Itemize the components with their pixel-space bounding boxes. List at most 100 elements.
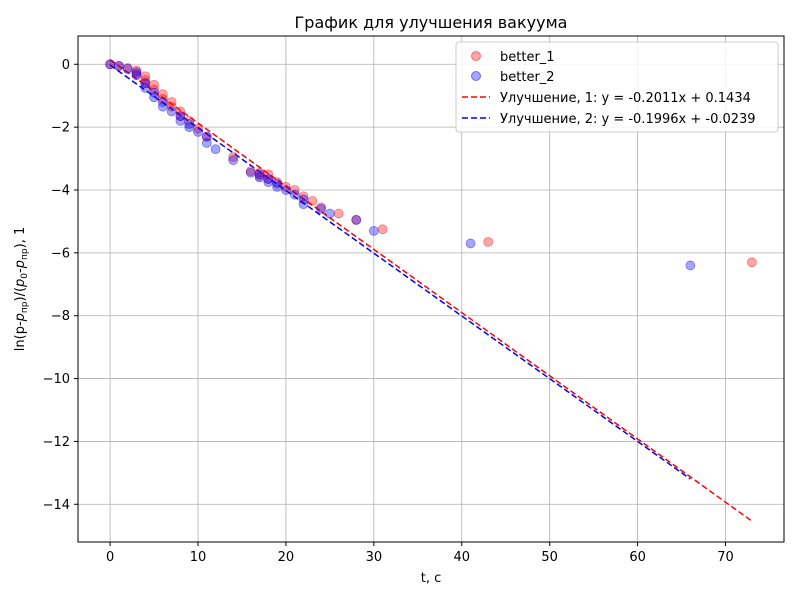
legend-label-better-1: better_1: [500, 50, 555, 65]
legend-label-fit-1: Улучшение, 1: y = -0.2011x + 0.1434: [500, 91, 751, 106]
x-axis-ticks: 0 10 20 30 40 50 60 70: [106, 542, 734, 565]
point-better-2: [193, 126, 203, 137]
point-better-1: [166, 101, 177, 112]
fit-line-1: [109, 59, 753, 522]
point-better-2: [166, 106, 177, 117]
point-better-2: [228, 155, 239, 166]
y-tick-label: −10: [43, 372, 70, 387]
point-better-2: [140, 78, 151, 89]
point-better-2: [324, 208, 335, 219]
x-tick-label: 70: [717, 550, 734, 565]
point-better-1: [113, 60, 124, 71]
chart-title: График для улучшения вакуума: [295, 13, 568, 32]
point-better-2: [272, 181, 283, 192]
point-better-1: [131, 65, 142, 76]
point-better-2: [263, 174, 274, 184]
point-better-1: [281, 181, 291, 192]
point-better-1: [201, 131, 212, 142]
point-better-1: [149, 79, 159, 90]
point-better-1: [157, 93, 168, 104]
point-better-2: [122, 64, 133, 74]
point-better-2: [368, 225, 379, 236]
point-better-1: [483, 236, 494, 247]
x-tick-label: 60: [629, 550, 646, 565]
point-better-1: [175, 106, 186, 117]
point-better-2: [175, 111, 186, 122]
point-better-2: [289, 189, 300, 200]
point-better-1: [333, 208, 344, 219]
point-better-2: [465, 238, 476, 249]
point-better-2: [140, 82, 151, 93]
point-better-2: [113, 60, 124, 71]
point-better-1: [254, 167, 265, 178]
fit-lines: [109, 59, 753, 522]
legend-label-better-2: better_2: [500, 70, 555, 85]
point-better-2: [201, 137, 212, 148]
y-tick-label: −2: [51, 121, 70, 136]
point-better-1: [140, 75, 151, 85]
point-better-2: [157, 97, 168, 107]
legend: better_1 better_2 Улучшение, 1: y = -0.2…: [455, 41, 779, 133]
point-better-1: [377, 224, 388, 235]
y-tick-label: −4: [51, 184, 70, 199]
point-better-1: [254, 170, 265, 181]
point-better-2: [298, 194, 309, 205]
point-better-1: [307, 196, 318, 206]
point-better-1: [263, 174, 274, 184]
fit-line-2: [109, 64, 691, 480]
y-tick-label: −14: [43, 498, 70, 513]
point-better-1: [351, 214, 362, 225]
point-better-2: [685, 260, 696, 271]
point-better-1: [316, 202, 326, 213]
y-tick-label: −6: [51, 246, 70, 261]
point-better-2: [316, 203, 326, 214]
point-better-2: [298, 199, 309, 210]
legend-box: [455, 41, 779, 133]
point-better-2: [201, 131, 212, 142]
point-better-1: [122, 63, 133, 73]
point-better-2: [254, 169, 265, 180]
x-axis-label: t, с: [421, 571, 442, 586]
point-better-2: [351, 214, 362, 225]
point-better-1: [157, 89, 168, 100]
point-better-2: [281, 185, 291, 195]
point-better-2: [263, 177, 274, 188]
point-better-2: [272, 178, 283, 189]
point-better-2: [149, 87, 159, 98]
x-tick-label: 30: [366, 550, 383, 565]
point-better-1: [228, 152, 239, 162]
point-better-2: [210, 144, 221, 155]
point-better-2: [131, 67, 142, 78]
point-better-2: [131, 70, 142, 81]
point-better-1: [245, 166, 256, 177]
x-tick-label: 10: [190, 550, 207, 565]
legend-marker-better-2: [471, 71, 481, 81]
point-better-2: [184, 122, 195, 133]
point-better-1: [263, 169, 274, 180]
plot-frame: [77, 35, 785, 543]
point-better-2: [149, 92, 159, 103]
point-better-2: [157, 101, 168, 112]
point-better-2: [184, 119, 195, 129]
y-tick-label: 0: [62, 58, 70, 73]
y-tick-label: −12: [43, 435, 70, 450]
point-better-1: [298, 191, 309, 202]
x-tick-label: 0: [106, 550, 114, 565]
y-axis-ticks: 0 −2 −4 −6 −8 −10 −12 −14: [43, 58, 78, 513]
point-better-1: [149, 84, 159, 95]
x-tick-label: 20: [278, 550, 295, 565]
point-better-1: [140, 78, 151, 89]
point-better-1: [747, 257, 757, 268]
y-axis-label: ln(p-pпр)/(p0-pпр), 1: [13, 227, 30, 351]
point-better-1: [105, 59, 115, 70]
point-better-1: [272, 177, 283, 188]
point-better-2: [105, 59, 115, 70]
x-tick-label: 50: [541, 550, 558, 565]
point-better-1: [140, 71, 151, 82]
scatter-points: [105, 59, 757, 271]
point-better-2: [245, 167, 256, 178]
point-better-1: [184, 115, 195, 126]
x-tick-label: 40: [453, 550, 470, 565]
point-better-1: [193, 123, 203, 134]
